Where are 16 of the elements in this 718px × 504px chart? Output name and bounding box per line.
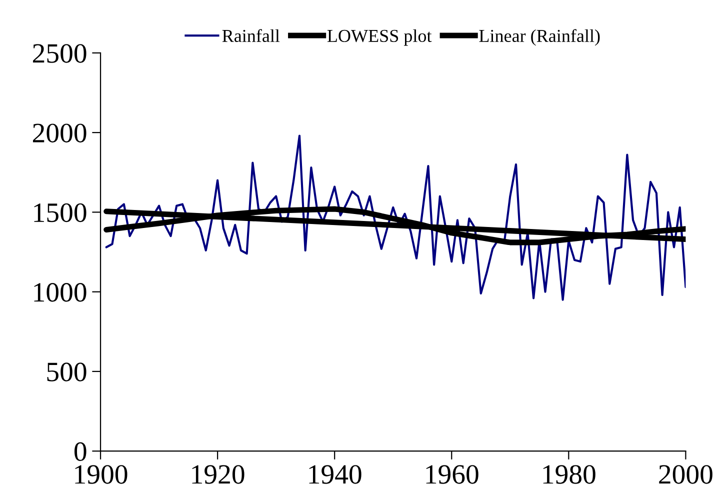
y-tick-label: 1000 bbox=[34, 282, 86, 302]
legend-label: LOWESS plot bbox=[327, 29, 432, 46]
y-tick-label: 1500 bbox=[34, 203, 86, 222]
x-tick-label: 1940 bbox=[309, 465, 362, 484]
x-tick-label: 1980 bbox=[543, 465, 596, 484]
y-tick-label: 2500 bbox=[32, 44, 86, 63]
y-tick-label: 0 bbox=[74, 442, 86, 461]
y-tick-label: 2000 bbox=[32, 124, 86, 142]
line-series bbox=[105, 134, 686, 301]
legend-label: Rainfall bbox=[222, 29, 280, 42]
x-tick-label: 1900 bbox=[75, 465, 128, 484]
y-tick-label: 500 bbox=[47, 362, 86, 382]
x-tick-label: 1920 bbox=[192, 465, 244, 484]
x-tick-label: 2000 bbox=[659, 465, 712, 484]
legend-label: Linear (Rainfall) bbox=[479, 29, 600, 46]
x-tick-label: 1960 bbox=[426, 465, 478, 484]
